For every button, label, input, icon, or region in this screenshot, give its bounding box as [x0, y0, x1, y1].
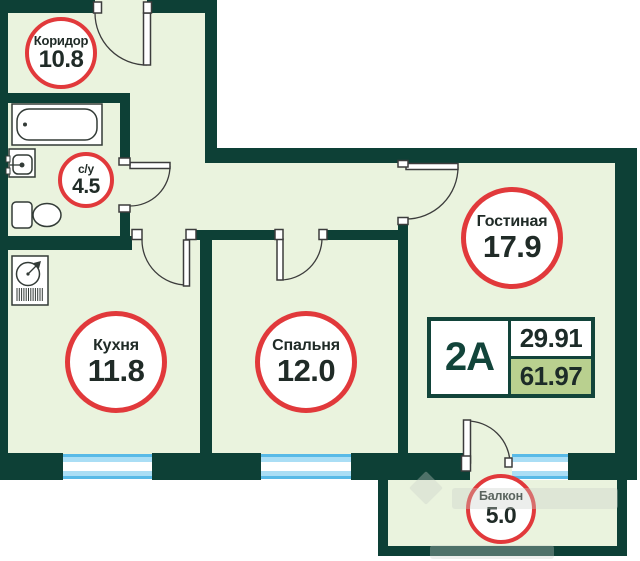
- wall-balcony-left: [378, 472, 388, 556]
- room-badge-spalnya: Спальня 12.0: [255, 311, 357, 413]
- room-label: Гостиная: [476, 212, 548, 230]
- wall-corridor-bottom-left: [0, 236, 132, 250]
- wall-top-right-of-entrance: [147, 0, 213, 13]
- room-badge-balkon: Балкон 5.0: [466, 474, 536, 544]
- living-area-value: 29.91: [511, 321, 591, 359]
- wall-bedroom-top-right: [319, 230, 398, 240]
- wall-bottom-3: [351, 453, 470, 480]
- wall-bathroom-right-upper: [120, 93, 130, 165]
- total-area-value: 61.97: [511, 359, 591, 394]
- wall-bottom-2: [152, 453, 261, 480]
- room-area: 11.8: [87, 352, 145, 388]
- wall-bottom-1: [0, 453, 63, 480]
- wall-bedroom-top-left: [196, 230, 275, 240]
- room-badge-koridor: Коридор 10.8: [25, 17, 97, 89]
- room-label: Коридор: [33, 32, 89, 48]
- room-area: 12.0: [276, 352, 336, 388]
- wall-corridor-outside: [205, 0, 217, 163]
- room-area: 4.5: [72, 174, 100, 198]
- unit-number: 2А: [431, 321, 511, 394]
- wall-balcony-right: [617, 480, 627, 556]
- room-badge-gostinaya: Гостиная 17.9: [461, 187, 563, 289]
- watermark: [430, 545, 554, 559]
- kitchen-window: [63, 454, 152, 479]
- wall-living-top: [205, 148, 637, 163]
- room-badge-kuhnya: Кухня 11.8: [65, 311, 167, 413]
- wall-balcony-bottom: [378, 546, 627, 556]
- room-badge-su: с/у 4.5: [58, 152, 114, 208]
- wall-bathroom-right-lower: [120, 205, 130, 237]
- room-label: с/у: [77, 161, 95, 176]
- bedroom-window: [261, 454, 351, 479]
- wall-bedroom-living-divider: [398, 218, 408, 455]
- living-balcony-window: [512, 454, 568, 479]
- room-label: Кухня: [93, 336, 139, 354]
- floor-entrance-opening: [95, 0, 147, 13]
- wall-top-left: [0, 0, 95, 13]
- wall-bottom-4: [568, 453, 637, 480]
- room-area: 10.8: [38, 45, 84, 73]
- wall-kitchen-bedroom-divider: [200, 236, 212, 455]
- room-area: 17.9: [482, 228, 542, 264]
- room-area: 5.0: [485, 502, 517, 529]
- unit-info-box: 2А 29.91 61.97: [427, 317, 595, 398]
- room-label: Балкон: [479, 489, 523, 504]
- watermark: [452, 488, 618, 509]
- wall-bathroom-top: [0, 93, 130, 103]
- room-label: Спальня: [272, 336, 340, 354]
- wall-right-exterior: [615, 148, 637, 480]
